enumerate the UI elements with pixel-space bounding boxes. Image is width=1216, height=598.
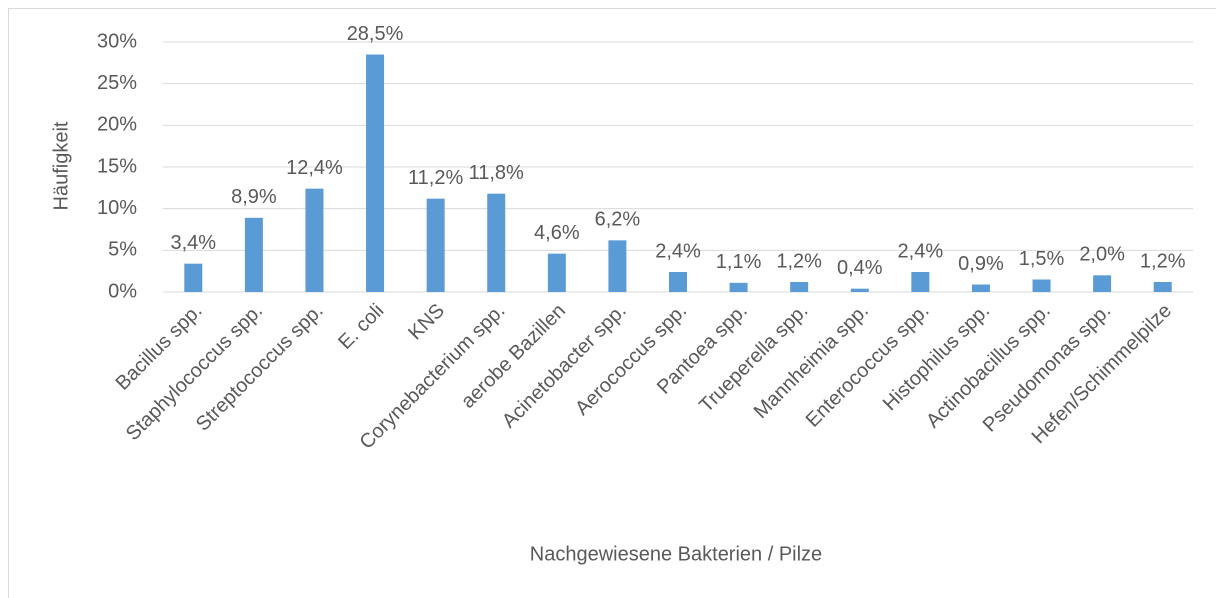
data-label: 2,4% bbox=[655, 240, 701, 262]
data-label: 6,2% bbox=[595, 209, 641, 231]
x-tick-label: Mannheimia spp. bbox=[750, 300, 873, 423]
chart-border bbox=[8, 8, 1216, 598]
data-label: 1,1% bbox=[716, 251, 762, 273]
bar bbox=[1153, 282, 1172, 292]
data-label: 2,0% bbox=[1079, 244, 1125, 266]
y-tick-label: 0% bbox=[108, 280, 137, 302]
y-tick-label: 25% bbox=[97, 72, 137, 94]
data-label: 1,2% bbox=[776, 250, 822, 272]
bar bbox=[1032, 279, 1051, 292]
data-label: 0,9% bbox=[958, 253, 1004, 275]
bar bbox=[547, 253, 566, 292]
data-label: 1,2% bbox=[1140, 250, 1186, 272]
data-label: 4,6% bbox=[534, 222, 580, 244]
bar bbox=[608, 240, 627, 292]
data-label: 1,5% bbox=[1019, 248, 1065, 270]
bar bbox=[487, 193, 506, 292]
bar bbox=[426, 198, 445, 292]
bar bbox=[244, 217, 263, 292]
data-label: 12,4% bbox=[286, 157, 343, 179]
x-tick-label: Histophilus spp. bbox=[879, 300, 994, 415]
y-axis-title: Häufigkeit bbox=[50, 121, 72, 210]
x-tick-label: Trueperella spp. bbox=[695, 300, 812, 417]
data-label: 0,4% bbox=[837, 257, 883, 279]
x-tick-label: KNS bbox=[404, 300, 449, 345]
data-label: 11,8% bbox=[469, 162, 524, 184]
bar bbox=[669, 272, 687, 292]
y-tick-label: 10% bbox=[97, 197, 137, 219]
x-tick-label: E. coli bbox=[334, 300, 388, 354]
data-label: 28,5% bbox=[347, 23, 404, 45]
y-tick-label: 30% bbox=[97, 30, 137, 52]
y-tick-label: 15% bbox=[97, 155, 137, 177]
bar bbox=[729, 282, 748, 292]
data-label: 2,4% bbox=[898, 240, 944, 262]
x-axis-title: Nachgewiesene Bakterien / Pilze bbox=[530, 543, 822, 565]
y-tick-label: 5% bbox=[108, 239, 137, 261]
data-label: 8,9% bbox=[231, 186, 277, 208]
bar bbox=[790, 282, 809, 292]
bar bbox=[850, 288, 869, 292]
x-tick-label: aerobe Bazillen bbox=[457, 300, 570, 413]
y-tick-label: 20% bbox=[97, 114, 137, 136]
bar bbox=[971, 284, 990, 292]
x-tick-label: Aerococcus spp. bbox=[571, 300, 691, 420]
data-label: 11,2% bbox=[408, 167, 463, 189]
bar bbox=[911, 272, 930, 292]
bar bbox=[1093, 275, 1112, 292]
bar bbox=[366, 54, 385, 292]
bar bbox=[184, 263, 203, 292]
bar bbox=[305, 188, 324, 292]
data-label: 3,4% bbox=[170, 232, 216, 254]
